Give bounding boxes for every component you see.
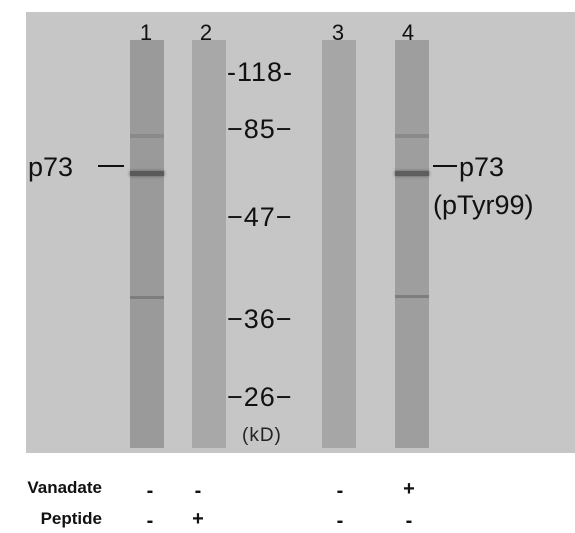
vanadate-lane-2: - [194,480,202,502]
lane-number-1: 1 [139,20,153,45]
unit-label: (kD) [242,425,282,446]
vanadate-lane-4: + [403,478,415,500]
peptide-label: Peptide [40,509,102,528]
marker-26: −26− [227,382,293,412]
lane-1 [130,40,164,448]
peptide-lane-3: - [336,510,344,532]
p73-label-right: p73 [459,152,505,182]
band-upper [130,134,164,138]
band-lower [395,295,429,298]
marker-85: −85− [227,114,293,144]
peptide-lane-2: + [192,508,204,530]
vanadate-lane-1: - [146,480,154,502]
peptide-lane-4: - [405,510,413,532]
lane-2 [192,40,226,448]
vanadate-lane-3: - [336,480,344,502]
p73-label-left: p73 [28,152,74,182]
lane-number-4: 4 [401,20,415,45]
lane-3 [322,40,356,448]
band-p73 [130,171,164,176]
western-blot-image: 1 2 3 4 -118- −85− −47− −36− −26− (kD) p… [26,12,575,453]
marker-118: -118- [227,57,294,87]
marker-47: −47− [227,202,293,232]
ptyr99-label: (pTyr99) [433,190,534,220]
peptide-lane-1: - [146,510,154,532]
band-p73 [395,171,429,176]
vanadate-label: Vanadate [27,478,102,497]
band-lower [130,296,164,299]
p73-pointer-right [433,165,457,167]
band-upper [395,134,429,138]
lane-number-2: 2 [199,20,213,45]
lane-4 [395,40,429,448]
marker-36: −36− [227,304,293,334]
p73-pointer-left [98,165,124,167]
lane-number-3: 3 [331,20,345,45]
